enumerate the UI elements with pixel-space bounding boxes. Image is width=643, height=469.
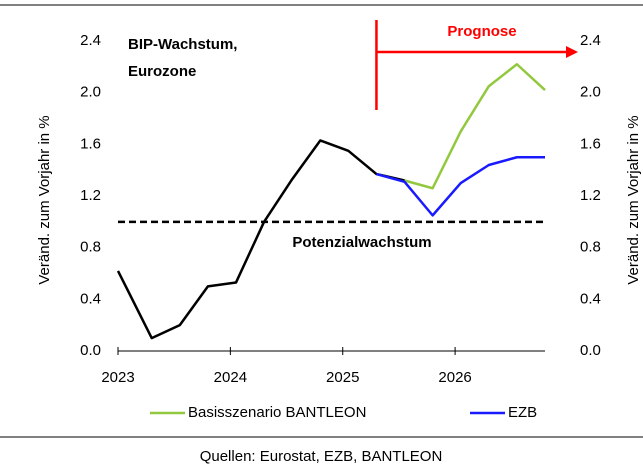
y-tick-label: 0.8 [80,239,101,256]
series-line [376,156,545,217]
y-tick-label: 2.0 [80,84,101,101]
y2-tick-label: 0.4 [580,290,601,307]
source: Quellen: Eurostat, EZB, BANTLEON [200,448,443,465]
y-tick-label: 1.2 [80,187,101,204]
x-tick-label: 2024 [214,369,247,386]
y-tick-label: 2.4 [80,32,101,49]
annotation: BIP-Wachstum, [128,36,237,53]
y2-tick-label: 2.0 [580,84,601,101]
y-tick-label: 0.4 [80,290,101,307]
y2-tick-label: 0.0 [580,342,601,359]
y2-tick-label: 0.8 [580,239,601,256]
y2-axis-label: Veränd. zum Vorjahr in % [625,115,642,284]
series-line [116,139,405,340]
x-tick-label: 2023 [101,369,134,386]
x-tick-label: 2025 [326,369,359,386]
annotation: Eurozone [128,63,196,80]
forecast-label: Prognose [447,23,516,40]
y-tick-label: 1.6 [80,135,101,152]
legend-label: Basisszenario BANTLEON [188,404,366,421]
x-tick-label: 2026 [438,369,471,386]
forecast-arrowhead [566,46,578,58]
y2-tick-label: 1.6 [580,135,601,152]
y2-tick-label: 1.2 [580,187,601,204]
y2-tick-label: 2.4 [580,32,601,49]
legend-label: EZB [508,404,537,421]
y-axis-label: Veränd. zum Vorjahr in % [36,115,53,284]
reference-label: Potenzialwachstum [292,234,431,251]
series-line [404,63,546,190]
y-tick-label: 0.0 [80,342,101,359]
